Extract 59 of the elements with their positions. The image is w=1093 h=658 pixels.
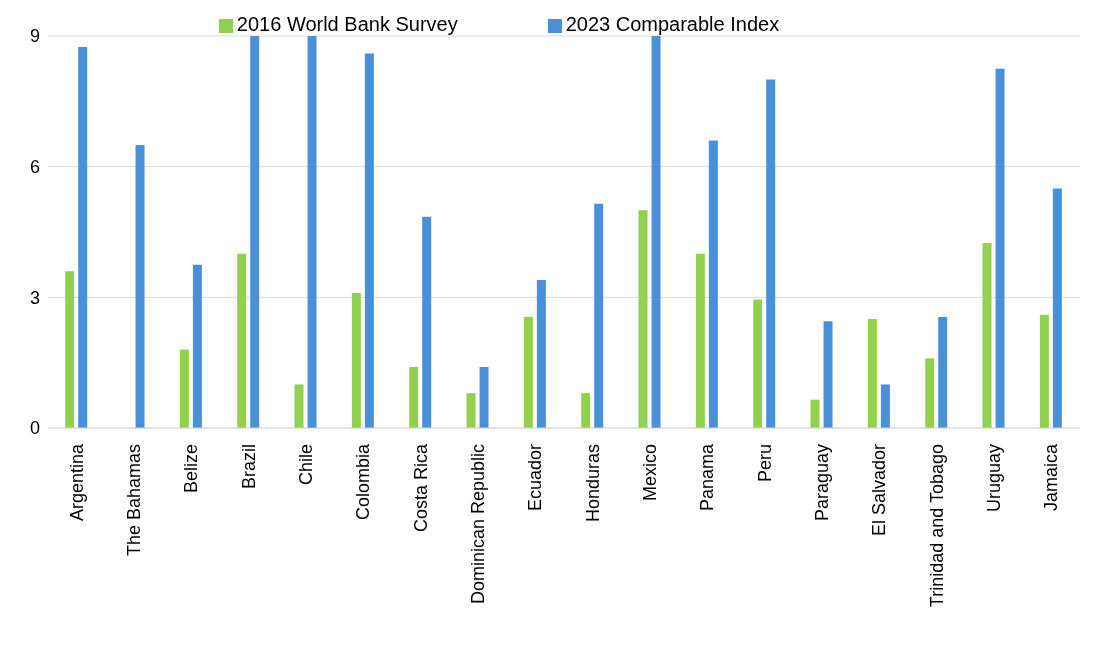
bar <box>1039 314 1049 428</box>
bar <box>536 279 546 428</box>
legend-label: 2023 Comparable Index <box>565 13 780 35</box>
bar <box>192 264 202 428</box>
bar <box>294 384 304 428</box>
bar <box>766 79 776 428</box>
bar <box>695 253 705 428</box>
x-tick-label: Uruguay <box>984 444 1004 513</box>
bar <box>1052 188 1062 428</box>
bar <box>594 203 604 428</box>
bar <box>409 367 419 428</box>
bar <box>982 242 992 428</box>
bar <box>135 144 145 428</box>
bar <box>651 36 661 428</box>
bar <box>179 349 189 428</box>
x-tick-label: Jamaica <box>1041 443 1062 512</box>
bar <box>307 36 317 428</box>
bar <box>479 367 489 428</box>
x-tick-label: Paraguay <box>812 444 832 522</box>
x-tick-label: Argentina <box>66 443 87 522</box>
x-tick-label: Honduras <box>582 444 603 523</box>
bar <box>466 393 476 428</box>
y-tick-label: 9 <box>29 26 40 47</box>
y-tick-label: 0 <box>29 418 40 439</box>
y-tick-label: 3 <box>29 287 40 308</box>
bar <box>810 399 820 428</box>
x-tick-label: Dominican Republic <box>468 444 488 605</box>
x-tick-label: Trinidad and Tobago <box>926 444 947 608</box>
bar <box>65 271 75 428</box>
x-tick-label: Costa Rica <box>410 443 431 533</box>
bar <box>364 53 374 428</box>
bar <box>638 210 648 428</box>
bar <box>422 216 432 428</box>
bar <box>880 384 890 428</box>
bar <box>753 299 763 428</box>
bar <box>995 68 1005 428</box>
bar <box>581 393 591 428</box>
bar <box>78 46 88 428</box>
x-tick-label: Peru <box>754 444 775 483</box>
bar <box>237 253 247 428</box>
bar <box>250 36 260 428</box>
bar <box>523 316 533 428</box>
x-tick-label: Panama <box>697 443 718 512</box>
y-tick-label: 6 <box>29 157 40 178</box>
bar <box>938 316 948 428</box>
x-tick-label: Mexico <box>640 444 660 502</box>
bar <box>925 358 935 428</box>
x-tick-label: Colombia <box>353 443 374 521</box>
bar <box>867 319 877 428</box>
x-tick-label: The Bahamas <box>124 444 144 557</box>
legend-label: 2016 World Bank Survey <box>236 13 458 35</box>
bar <box>708 140 718 428</box>
x-tick-label: Chile <box>296 444 316 486</box>
x-tick-label: El Salvador <box>869 444 890 537</box>
x-tick-label: Belize <box>181 444 202 494</box>
bar <box>351 292 361 428</box>
x-tick-label: Ecuador <box>525 444 546 512</box>
x-tick-label: Brazil <box>238 444 259 490</box>
bar <box>823 321 833 428</box>
